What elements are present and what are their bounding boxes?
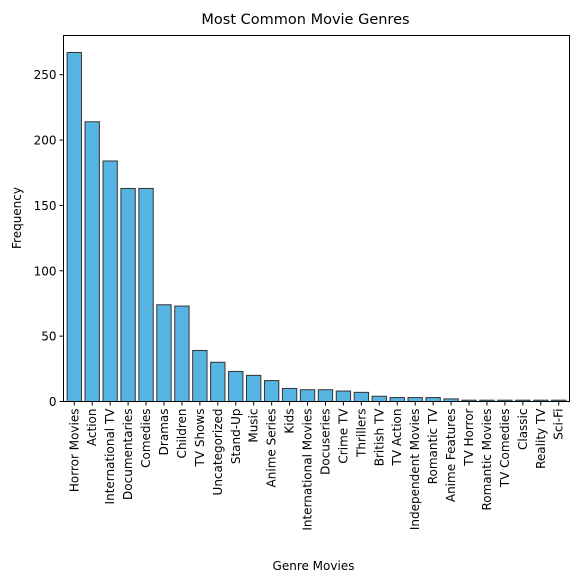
x-tick-label: Kids [283, 409, 297, 434]
bar [84, 121, 100, 403]
bar [138, 187, 154, 402]
x-tick-label: Documentaries [121, 409, 135, 500]
bar [228, 370, 244, 403]
x-tick-label: Stand-Up [229, 409, 243, 465]
x-tick-label: Anime Features [444, 409, 458, 503]
bar [246, 374, 262, 402]
y-tick-label: 100 [34, 264, 57, 278]
bar [102, 160, 118, 402]
x-tick-label: Reality TV [534, 408, 548, 469]
x-tick-label: Anime Series [265, 409, 279, 488]
bar [425, 397, 441, 402]
x-tick-label: TV Horror [462, 408, 476, 466]
bar [299, 389, 316, 402]
x-tick-label: Horror Movies [67, 409, 81, 493]
x-tick-label: Music [247, 409, 261, 443]
bar [353, 391, 370, 403]
y-axis-title: Frequency [10, 187, 24, 249]
x-axis-ticks: Horror Movies Action International TV Docum… [67, 401, 566, 531]
y-tick-label: 150 [34, 199, 57, 213]
x-tick-label: Classic [516, 409, 530, 451]
x-tick-label: Sci-Fi [552, 409, 566, 440]
x-tick-label: TV Action [390, 409, 404, 467]
x-tick-label: International Movies [301, 409, 315, 531]
x-tick-label: Dramas [157, 409, 171, 456]
x-tick-label: International TV [103, 408, 117, 505]
bar [263, 380, 280, 402]
x-tick-label: Uncategorized [211, 409, 225, 496]
bar [317, 389, 334, 402]
x-tick-label: TV Shows [193, 409, 207, 468]
x-tick-label: Comedies [139, 409, 153, 468]
x-tick-label: Thrillers [354, 409, 368, 458]
plot-frame [63, 35, 570, 402]
x-axis-title: Genre Movies [273, 559, 355, 573]
y-tick-label: 0 [49, 395, 57, 409]
bar [281, 387, 298, 402]
bars-group [66, 51, 567, 403]
bar [174, 305, 190, 402]
bar [120, 187, 136, 402]
bar [66, 51, 82, 403]
bar [335, 390, 352, 403]
bar [210, 361, 226, 403]
x-tick-label: Docuseries [318, 409, 332, 475]
x-tick-label: Action [85, 409, 99, 447]
x-tick-label: Independent Movies [408, 409, 422, 531]
bar [192, 350, 208, 402]
x-tick-label: Children [175, 409, 189, 459]
y-tick-label: 250 [34, 68, 57, 82]
y-axis-ticks: 0 50 100 150 200 250 [34, 68, 64, 409]
y-tick-label: 200 [34, 134, 57, 148]
y-tick-label: 50 [41, 330, 56, 344]
bar [156, 304, 172, 402]
x-tick-label: TV Comedies [498, 409, 512, 489]
chart-title: Most Common Movie Genres [201, 12, 409, 28]
x-tick-label: British TV [372, 408, 386, 467]
bar [407, 397, 423, 402]
x-tick-label: Crime TV [336, 408, 350, 464]
x-tick-label: Romantic TV [426, 408, 440, 485]
x-tick-label: Romantic Movies [480, 409, 494, 511]
bar [371, 395, 387, 402]
bar [389, 397, 405, 402]
